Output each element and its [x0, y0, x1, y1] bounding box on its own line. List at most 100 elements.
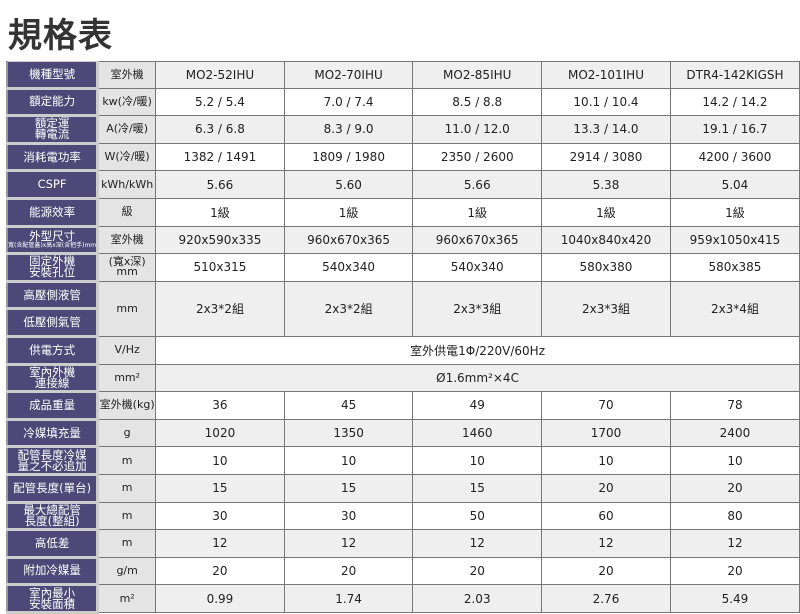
- value-cell: 960x670x365: [412, 225, 543, 255]
- unit-cell: (寬x深) mm: [97, 253, 157, 282]
- row-label: 高壓側液管: [6, 280, 100, 311]
- value-cell: 20: [669, 556, 800, 586]
- value-cell: 0.99: [155, 584, 285, 613]
- value-cell: 10: [541, 446, 671, 475]
- cable-row: 室內外機 連接線 mm² Ø1.6mm²×4C: [6, 363, 800, 394]
- value-cell: 7.0 / 7.4: [283, 87, 414, 117]
- value-cell: 1級: [541, 197, 671, 227]
- value-cell: 10: [412, 446, 543, 475]
- value-cell: 10: [155, 446, 285, 475]
- row-label: 額定運 轉電流: [6, 115, 100, 145]
- value-cell: 80: [669, 501, 800, 531]
- value-cell: 5.60: [283, 170, 414, 199]
- model-row: 機種型號 室外機 MO2-52IHU MO2-70IHU MO2-85IHU MO2-10…: [6, 61, 800, 90]
- value-cell: 2x3*2組: [283, 280, 414, 337]
- value-cell: 2x3*2組: [155, 280, 285, 337]
- value-cell: 1460: [412, 418, 543, 448]
- value-cell: 14.2 / 14.2: [669, 87, 800, 117]
- unit-cell: m²: [97, 584, 157, 613]
- value-cell: 19.1 / 16.7: [669, 115, 800, 144]
- unit-cell: V/Hz: [97, 335, 157, 365]
- value-cell: 50: [412, 501, 543, 531]
- value-cell: 5.2 / 5.4: [155, 87, 285, 117]
- value-cell: 78: [669, 391, 800, 420]
- value-cell: 959x1050x415: [669, 225, 800, 255]
- value-cell: 1.74: [283, 584, 414, 613]
- value-cell: 510x315: [155, 253, 285, 282]
- row-label: 附加冷媒量: [6, 556, 100, 587]
- value-cell: 920x590x335: [155, 225, 285, 255]
- value-cell: 1級: [412, 197, 543, 227]
- value-cell: 5.49: [669, 584, 800, 613]
- spec-row: 配管長度冷媒 量之不必追加 m 10 10 10 10 10: [6, 446, 800, 476]
- value-cell: MO2-101IHU: [541, 61, 671, 89]
- value-cell: 60: [541, 501, 671, 531]
- spec-row: CSPF kWh/kWh 5.66 5.60 5.66 5.38 5.04: [6, 170, 800, 200]
- value-cell: 2400: [669, 418, 800, 448]
- value-cell: 1級: [283, 197, 414, 227]
- row-label: 最大總配管 長度(整組): [6, 501, 100, 532]
- value-cell: 12: [155, 529, 285, 558]
- value-cell: 13.3 / 14.0: [541, 115, 671, 144]
- value-cell: 12: [541, 529, 671, 558]
- unit-cell: m: [97, 473, 157, 503]
- value-cell: 20: [669, 473, 800, 503]
- spec-row: 附加冷媒量 g/m 20 20 20 20 20: [6, 556, 800, 587]
- row-label: 固定外機 安裝孔位: [6, 253, 100, 283]
- value-cell: 2x3*3組: [541, 280, 671, 337]
- value-cell: 1350: [283, 418, 414, 448]
- value-cell: MO2-52IHU: [155, 61, 285, 89]
- spec-row: 外型尺寸 寬(含配管蓋)x高x深(含把手)mm 室外機 920x590x335 960x…: [6, 225, 800, 256]
- value-cell: 5.38: [541, 170, 671, 199]
- page-title: 規格表: [8, 16, 113, 56]
- value-cell: 2350 / 2600: [412, 142, 543, 172]
- row-label: 配管長度冷媒 量之不必追加: [6, 446, 100, 476]
- value-cell: 1級: [155, 197, 285, 227]
- value-cell: 20: [541, 473, 671, 503]
- spec-row: 高壓側液管 mm 2x3*2組 2x3*2組 2x3*3組 2x3*3組 2x3*4組: [6, 280, 800, 337]
- row-label: 能源效率: [6, 197, 100, 228]
- value-cell: 70: [541, 391, 671, 420]
- row-label: 消耗電功率: [6, 142, 100, 173]
- value-cell: 540x340: [283, 253, 414, 282]
- value-cell: 30: [283, 501, 414, 531]
- row-label: 外型尺寸 寬(含配管蓋)x高x深(含把手)mm: [6, 225, 100, 256]
- value-cell: 4200 / 3600: [669, 142, 800, 172]
- value-cell: 15: [283, 473, 414, 503]
- unit-cell: m: [97, 501, 157, 531]
- value-cell: 5.66: [412, 170, 543, 199]
- value-cell: 1040x840x420: [541, 225, 671, 255]
- value-cell: 1級: [669, 197, 800, 227]
- spec-row: 室內最小 安裝面積 m² 0.99 1.74 2.03 2.76 5.49: [6, 584, 800, 614]
- value-cell: 2x3*3組: [412, 280, 543, 337]
- value-cell: 20: [541, 556, 671, 586]
- value-cell: 2x3*4組: [669, 280, 800, 337]
- value-cell: 2.76: [541, 584, 671, 613]
- value-cell: 2.03: [412, 584, 543, 613]
- value-cell: 1020: [155, 418, 285, 448]
- unit-cell: g/m: [97, 556, 157, 586]
- row-sublabel: 寬(含配管蓋)x高x深(含把手)mm: [8, 241, 97, 249]
- value-cell: 10: [669, 446, 800, 475]
- row-label: 低壓側氣管: [6, 308, 100, 338]
- spec-row: 額定運 轉電流 A(冷/暖) 6.3 / 6.8 8.3 / 9.0 11.0 / 12.…: [6, 115, 800, 145]
- value-cell: 12: [283, 529, 414, 558]
- unit-cell: mm: [97, 280, 157, 337]
- value-cell: 1700: [541, 418, 671, 448]
- row-label: 高低差: [6, 529, 100, 559]
- value-cell: 960x670x365: [283, 225, 414, 255]
- value-cell: 15: [155, 473, 285, 503]
- value-cell: 12: [669, 529, 800, 558]
- row-label: 機種型號: [6, 61, 100, 90]
- spec-row: 固定外機 安裝孔位 (寬x深) mm 510x315 540x340 540x340 580x…: [6, 253, 800, 283]
- spec-row: 高低差 m 12 12 12 12 12: [6, 529, 800, 559]
- value-cell: 12: [412, 529, 543, 558]
- value-cell: 8.5 / 8.8: [412, 87, 543, 117]
- row-label: CSPF: [6, 170, 100, 200]
- value-cell: 580x385: [669, 253, 800, 282]
- unit-cell: kw(冷/暖): [97, 87, 157, 117]
- unit-cell: A(冷/暖): [97, 115, 157, 144]
- spec-row: 額定能力 kw(冷/暖) 5.2 / 5.4 7.0 / 7.4 8.5 / 8.8 10…: [6, 87, 800, 118]
- unit-cell: 室外機: [97, 225, 157, 255]
- value-cell: 20: [412, 556, 543, 586]
